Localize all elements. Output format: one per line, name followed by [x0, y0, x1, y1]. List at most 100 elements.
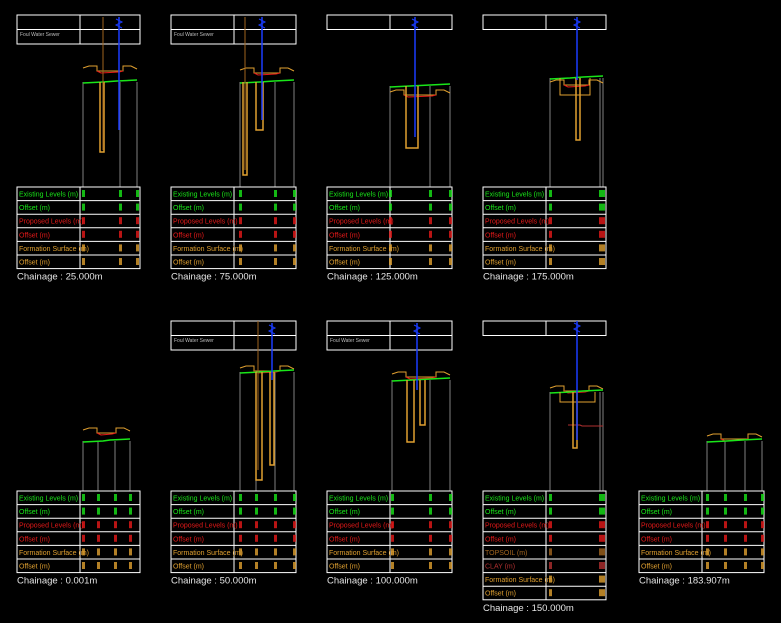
row-label-existing-levels: Existing Levels (m) [329, 496, 388, 503]
table-value-mark [761, 562, 764, 569]
row-label-offset: Offset (m) [641, 536, 672, 543]
table-value-mark [82, 534, 85, 542]
table-value-mark [255, 494, 258, 501]
table-value-mark [602, 507, 605, 515]
table-value-mark [293, 258, 296, 265]
formation-profile [389, 89, 451, 96]
table-value-mark [602, 589, 605, 597]
table-value-mark [389, 203, 392, 211]
table-value-mark [274, 230, 277, 238]
table-value-mark [599, 507, 602, 515]
row-label-offset: Offset (m) [19, 564, 50, 571]
row-label-offset: Offset (m) [173, 564, 204, 571]
table-value-mark [129, 494, 132, 501]
row-label-offset: Offset (m) [485, 260, 516, 267]
table-value-mark [602, 258, 605, 265]
table-value-mark [274, 521, 277, 529]
table-value-mark [391, 562, 394, 569]
table-value-mark [114, 521, 117, 529]
table-value-mark [239, 258, 242, 265]
table-value-mark [129, 548, 132, 556]
table-value-mark [82, 217, 85, 225]
chainage-label: Chainage : 183.907m [639, 576, 730, 587]
table-value-mark [82, 562, 85, 569]
table-value-mark [293, 203, 296, 211]
table-value-mark [389, 258, 392, 265]
header-label: Foul Water Sewer [174, 32, 214, 38]
table-value-mark [129, 534, 132, 542]
table-value-mark [391, 507, 394, 515]
table-value-mark [293, 521, 296, 529]
trench-outline [255, 372, 263, 481]
title-block [482, 320, 607, 336]
table-value-mark [293, 507, 296, 515]
row-label-formation-surface: Formation Surface (m) [485, 577, 555, 584]
table-value-mark [449, 534, 452, 542]
table-value-mark [391, 494, 394, 501]
trench-outline [406, 380, 415, 443]
table-value-mark [599, 575, 602, 583]
table-value-mark [706, 562, 709, 569]
chainage-label: Chainage : 50.000m [171, 576, 257, 587]
table-value-mark [274, 244, 277, 252]
chainage-label: Chainage : 0.001m [17, 576, 97, 587]
table-value-mark [274, 217, 277, 225]
table-value-mark [449, 230, 452, 238]
table-value-mark [724, 562, 727, 569]
table-value-mark [391, 521, 394, 529]
existing-ground-line [391, 377, 451, 382]
table-value-mark [429, 494, 432, 501]
table-value-mark [255, 562, 258, 569]
table-value-mark [274, 507, 277, 515]
table-value-mark [599, 258, 602, 265]
table-value-mark [724, 494, 727, 501]
existing-ground-line [239, 79, 295, 84]
table-value-mark [549, 190, 552, 197]
table-value-mark [239, 534, 242, 542]
header-label: Foul Water Sewer [20, 32, 60, 38]
table-value-mark [97, 521, 100, 529]
table-value-mark [549, 217, 552, 225]
table-value-mark [724, 548, 727, 556]
sewer-marker-icon [257, 18, 267, 29]
table-value-mark [429, 190, 432, 197]
row-label-existing-levels: Existing Levels (m) [173, 496, 232, 503]
table-value-mark [549, 507, 552, 515]
table-value-mark [119, 244, 122, 252]
proposed-profile [253, 72, 281, 76]
table-value-mark [761, 548, 764, 556]
row-label-offset: Offset (m) [485, 205, 516, 212]
table-value-mark [429, 521, 432, 529]
existing-ground-line [706, 438, 763, 443]
table-value-mark [602, 494, 605, 501]
table-value-mark [602, 521, 605, 529]
existing-ground-line [389, 83, 451, 88]
row-label-offset: Offset (m) [19, 260, 50, 267]
table-value-mark [255, 534, 258, 542]
row-label-existing-levels: Existing Levels (m) [329, 192, 388, 199]
existing-ground-line [239, 369, 295, 374]
table-value-mark [599, 230, 602, 238]
cross-section-panel: Foul Water Sewer Existing Levels (m) Offse… [170, 320, 297, 587]
cross-section-panel: Existing Levels (m) Offset (m) Proposed Le… [482, 14, 607, 283]
row-label-offset: Offset (m) [19, 536, 50, 543]
table-value-mark [136, 258, 139, 265]
row-label-offset: Offset (m) [329, 536, 360, 543]
table-value-mark [239, 203, 242, 211]
chainage-label: Chainage : 25.000m [17, 272, 103, 283]
cross-section-panel: Existing Levels (m) Offset (m) Proposed Le… [326, 14, 453, 283]
row-label-offset: Offset (m) [485, 232, 516, 239]
table-value-mark [599, 190, 602, 197]
table-value-mark [82, 494, 85, 501]
row-label-offset: Offset (m) [19, 509, 50, 516]
table-value-mark [706, 534, 709, 542]
table-value-mark [119, 230, 122, 238]
trench-outline [242, 82, 248, 176]
table-value-mark [274, 190, 277, 197]
table-value-mark [239, 521, 242, 529]
row-label-existing-levels: Existing Levels (m) [485, 496, 544, 503]
table-value-mark [82, 258, 85, 265]
table-value-mark [706, 494, 709, 501]
table-value-mark [429, 258, 432, 265]
